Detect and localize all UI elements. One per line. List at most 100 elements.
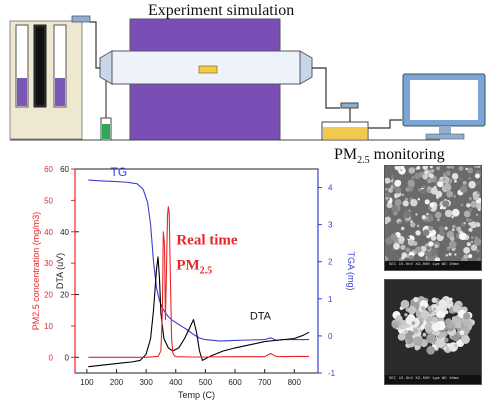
- tga-tick-label: 1: [328, 295, 333, 304]
- sem-grain: [430, 235, 437, 241]
- sem-grain: [460, 335, 470, 344]
- sem-grain: [385, 177, 391, 184]
- apparatus-schematic: [9, 15, 486, 141]
- sem-grain: [451, 215, 454, 219]
- sem-grain: [435, 338, 445, 348]
- sem-grain: [470, 240, 474, 244]
- sem-grain: [467, 167, 474, 174]
- sem-image-top: SEI 15.0kV X3,000 1μm WD 10mm: [384, 165, 482, 271]
- sem-grain: [448, 240, 457, 249]
- sem-grain: [385, 209, 388, 215]
- sem-grain: [458, 232, 467, 240]
- monitoring-title-tail: monitoring: [369, 146, 445, 163]
- sem-grain: [470, 236, 474, 239]
- sem-grain: [430, 187, 438, 195]
- sem-grain: [410, 222, 416, 228]
- sem-grain: [386, 202, 393, 209]
- sem-grain: [478, 208, 481, 211]
- tga-tick-label: 4: [328, 184, 333, 193]
- series-layer: [88, 179, 310, 368]
- sem-grain: [468, 208, 473, 213]
- sem-grain: [438, 299, 448, 309]
- sem-grain: [410, 317, 420, 328]
- sem-grains-bottom: [391, 296, 475, 355]
- sem-grain: [430, 311, 436, 317]
- sem-grain: [436, 166, 441, 171]
- sem-grain: [466, 242, 471, 247]
- sem-grain: [408, 255, 414, 260]
- x-tick-label: 500: [199, 378, 213, 387]
- sem-grain: [434, 211, 442, 219]
- dta-tick-label: 40: [60, 228, 69, 237]
- sem-grain: [447, 322, 454, 329]
- sem-grain: [426, 333, 436, 344]
- sem-grain: [431, 297, 438, 303]
- sem-grain: [430, 169, 435, 173]
- sem-grain: [402, 324, 406, 329]
- sem-grain: [468, 180, 476, 189]
- sem-grain: [460, 230, 463, 234]
- sem-grain: [411, 321, 416, 325]
- sem-grain: [469, 218, 473, 222]
- pm-tick-label: 10: [44, 322, 53, 331]
- sem-grain: [444, 337, 449, 343]
- sem-grain: [434, 244, 439, 248]
- sem-grain: [408, 167, 416, 174]
- sem-grain: [431, 322, 441, 332]
- sem-grain: [451, 166, 454, 169]
- sem-grain: [452, 228, 455, 232]
- sem-grain: [385, 187, 388, 191]
- tga-tick-label: -1: [328, 369, 336, 378]
- pm-tick-label: 0: [49, 353, 54, 362]
- sem-image-bottom: SEI 15.0kV X2,500 1μm WD 10mm: [384, 279, 482, 385]
- sem-footer-bottom: SEI 15.0kV X2,500 1μm WD 10mm: [385, 375, 481, 384]
- realtime-label-line1: Real time: [176, 232, 238, 248]
- sem-grain: [458, 166, 464, 171]
- x-tick-label: 300: [139, 378, 153, 387]
- sem-grain: [421, 215, 426, 220]
- sem-grain: [472, 194, 480, 201]
- sem-grain: [407, 305, 417, 315]
- sem-grain: [452, 304, 461, 313]
- sem-grain: [429, 202, 435, 208]
- series-pm2-5-line: [88, 206, 310, 358]
- sem-grain: [460, 203, 464, 207]
- sem-particles-top: [385, 166, 481, 270]
- sem-grain: [452, 224, 456, 229]
- sem-grain: [427, 213, 434, 220]
- sem-grain: [469, 221, 477, 229]
- sem-grain: [385, 236, 394, 245]
- sem-grain: [407, 236, 410, 239]
- sem-grain: [446, 343, 451, 347]
- gas-lines: [90, 21, 402, 129]
- x-tick-label: 400: [169, 378, 183, 387]
- axes-layer: [71, 168, 322, 374]
- sem-particles-bottom: [385, 280, 481, 384]
- sem-grains-top: [385, 166, 481, 263]
- sem-grain: [468, 177, 471, 180]
- sem-grain: [439, 230, 445, 237]
- dta-tick-label: 60: [60, 165, 69, 174]
- quartz-tube: [99, 50, 313, 85]
- sem-grain: [468, 254, 473, 259]
- tga-tick-label: 3: [328, 221, 333, 230]
- sem-grain: [468, 197, 472, 201]
- tube-furnace: [129, 18, 281, 141]
- sem-footer-top: SEI 15.0kV X3,000 1μm WD 10mm: [385, 261, 481, 270]
- tga-tick-label: 2: [328, 258, 333, 267]
- sem-grain: [446, 247, 450, 251]
- sem-grain: [412, 327, 419, 334]
- sem-grain: [430, 248, 439, 256]
- sem-grain: [468, 227, 473, 232]
- sem-grain: [404, 313, 408, 317]
- sem-grain: [422, 332, 427, 337]
- sem-grain: [420, 188, 426, 195]
- sem-grain: [425, 245, 431, 251]
- sem-grain: [407, 239, 415, 246]
- sem-grain: [403, 329, 409, 334]
- sem-grain: [448, 252, 452, 256]
- sem-grain: [477, 191, 480, 195]
- sem-grain: [429, 173, 434, 179]
